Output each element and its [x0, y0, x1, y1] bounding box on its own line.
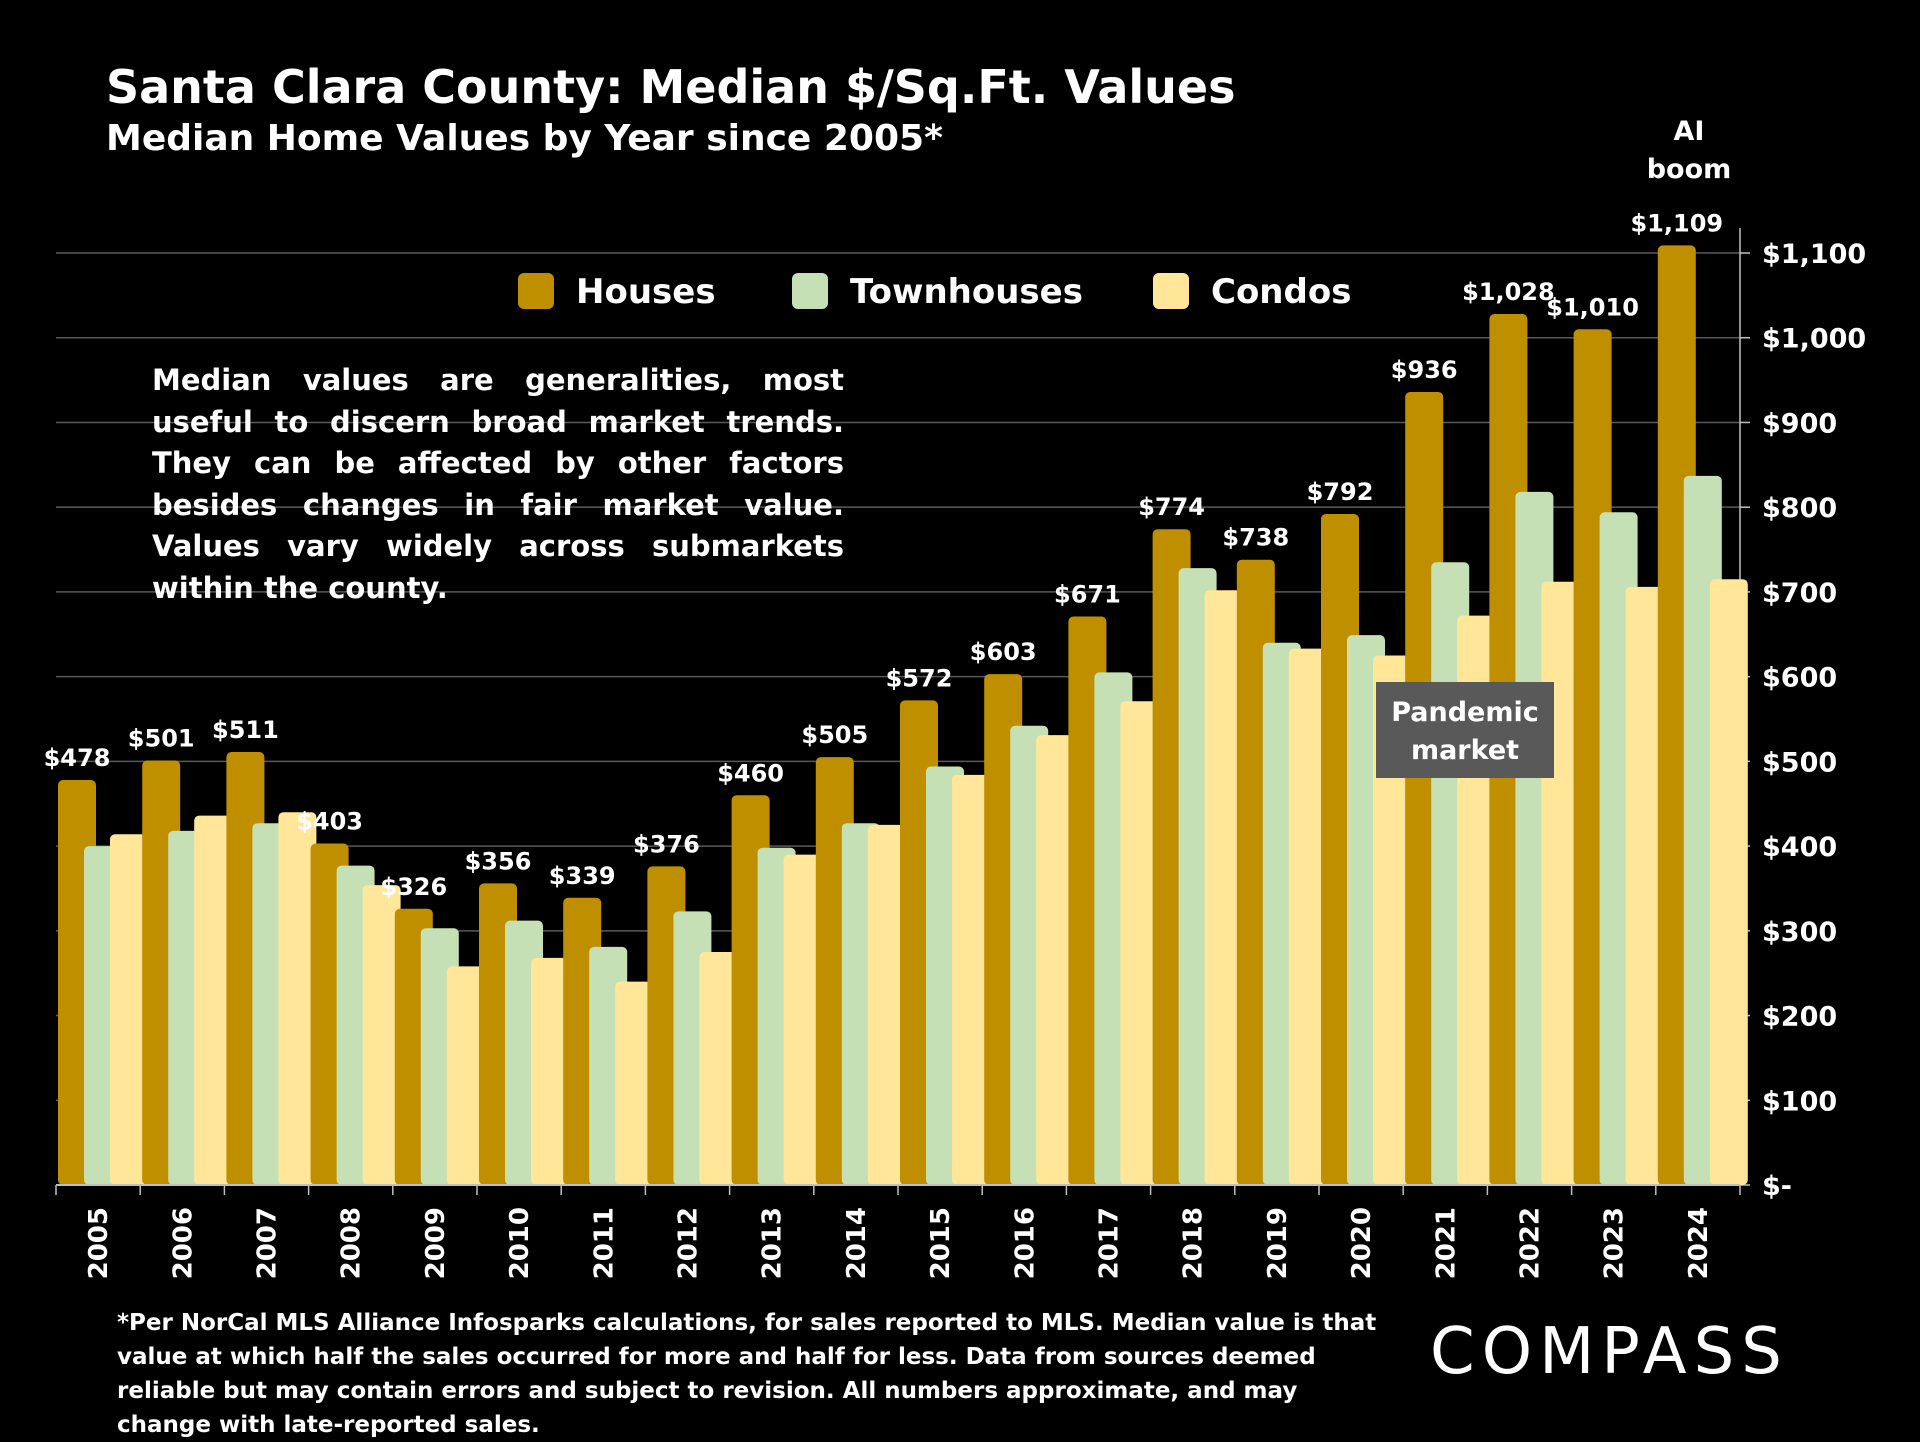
compass-logo: COMPASS	[1430, 1315, 1789, 1389]
bar-condos-2017	[1120, 701, 1159, 1185]
x-tick-label: 2017	[1095, 1207, 1125, 1279]
y-tick-label: $500	[1762, 747, 1837, 778]
bar-label-houses-2005: $478	[44, 744, 111, 772]
x-tick-label: 2010	[505, 1207, 535, 1279]
y-tick-label: $-	[1762, 1171, 1792, 1202]
bar-condos-2015	[952, 774, 990, 1185]
x-tick-label: 2009	[421, 1207, 451, 1279]
bar-label-houses-2006: $501	[128, 725, 195, 753]
ai-boom-annotation: AI	[1674, 116, 1705, 147]
pandemic-callout-text: Pandemic	[1391, 697, 1539, 728]
bar-label-houses-2013: $460	[717, 759, 784, 787]
x-tick-label: 2023	[1600, 1207, 1630, 1279]
x-tick-label: 2019	[1263, 1207, 1293, 1279]
x-tick-label: 2005	[84, 1207, 114, 1279]
y-tick-label: $1,000	[1762, 324, 1866, 355]
bar-label-houses-2008: $403	[296, 808, 363, 836]
bar-label-houses-2023: $1,010	[1546, 293, 1639, 321]
x-tick-label: 2006	[168, 1207, 198, 1279]
legend-swatch-townhouses	[792, 273, 828, 309]
bar-label-houses-2017: $671	[1054, 580, 1121, 608]
bar-label-houses-2018: $774	[1138, 493, 1205, 521]
x-tick-label: 2021	[1431, 1207, 1461, 1279]
pandemic-callout-box	[1376, 682, 1554, 778]
bar-label-houses-2015: $572	[886, 664, 953, 692]
bar-condos-2019	[1288, 648, 1327, 1185]
bar-condos-2016	[1036, 735, 1075, 1185]
x-tick-label: 2011	[589, 1207, 619, 1279]
y-tick-label: $700	[1762, 578, 1837, 609]
y-tick-label: $600	[1762, 663, 1837, 694]
bar-condos-2018	[1204, 590, 1243, 1185]
legend-swatch-houses	[518, 273, 554, 309]
bar-label-houses-2021: $936	[1391, 356, 1458, 384]
x-tick-label: 2016	[1010, 1207, 1040, 1279]
bar-label-houses-2012: $376	[633, 830, 700, 858]
bar-condos-2023	[1625, 586, 1664, 1185]
x-tick-label: 2018	[1179, 1207, 1209, 1279]
ai-boom-annotation: boom	[1647, 154, 1732, 185]
y-tick-label: $800	[1762, 493, 1837, 524]
y-tick-label: $1,100	[1762, 239, 1866, 270]
y-tick-label: $200	[1762, 1002, 1837, 1033]
chart-subtitle: Median Home Values by Year since 2005*	[106, 118, 943, 159]
bar-condos-2024	[1709, 579, 1748, 1185]
x-tick-label: 2015	[926, 1207, 956, 1279]
chart-title: Santa Clara County: Median $/Sq.Ft. Valu…	[106, 60, 1236, 114]
bar-label-houses-2014: $505	[801, 721, 868, 749]
bar-label-houses-2016: $603	[970, 638, 1037, 666]
bar-condos-2005	[110, 834, 148, 1185]
y-tick-label: $900	[1762, 408, 1837, 439]
pandemic-callout-text: market	[1411, 735, 1519, 766]
bar-label-houses-2007: $511	[212, 716, 279, 744]
y-tick-label: $400	[1762, 832, 1837, 863]
legend-swatch-condos	[1153, 273, 1189, 309]
bar-label-houses-2024: $1,109	[1630, 209, 1723, 237]
bar-condos-2014	[867, 824, 906, 1185]
bar-condos-2007	[278, 812, 317, 1185]
y-tick-label: $100	[1762, 1086, 1837, 1117]
x-tick-label: 2014	[842, 1207, 872, 1279]
bar-condos-2008	[362, 885, 401, 1185]
bar-condos-2011	[615, 981, 654, 1185]
legend-label-townhouses: Townhouses	[850, 272, 1083, 312]
x-tick-label: 2013	[758, 1207, 788, 1279]
x-tick-label: 2020	[1347, 1207, 1377, 1279]
x-tick-label: 2022	[1516, 1207, 1546, 1279]
bar-condos-2006	[194, 815, 233, 1185]
legend-label-condos: Condos	[1211, 272, 1351, 312]
bar-label-houses-2020: $792	[1307, 478, 1374, 506]
x-tick-label: 2012	[674, 1207, 704, 1279]
note-text: Median values are generalities, most use…	[152, 363, 844, 605]
bar-condos-2012	[699, 952, 738, 1185]
bar-condos-2020	[1373, 655, 1411, 1185]
bar-label-houses-2009: $326	[380, 873, 447, 901]
x-tick-label: 2008	[337, 1207, 367, 1279]
bar-condos-2013	[783, 854, 822, 1185]
bar-label-houses-2010: $356	[465, 847, 532, 875]
footnote: *Per NorCal MLS Alliance Infosparks calc…	[117, 1310, 1377, 1438]
bar-condos-2009	[446, 966, 485, 1185]
bar-label-houses-2011: $339	[549, 862, 616, 890]
y-tick-label: $300	[1762, 917, 1837, 948]
bar-label-houses-2019: $738	[1222, 524, 1289, 552]
x-tick-label: 2007	[253, 1207, 283, 1279]
bar-condos-2010	[531, 957, 569, 1185]
bar-label-houses-2022: $1,028	[1462, 278, 1555, 306]
x-tick-label: 2024	[1684, 1207, 1714, 1279]
legend-label-houses: Houses	[576, 272, 716, 312]
